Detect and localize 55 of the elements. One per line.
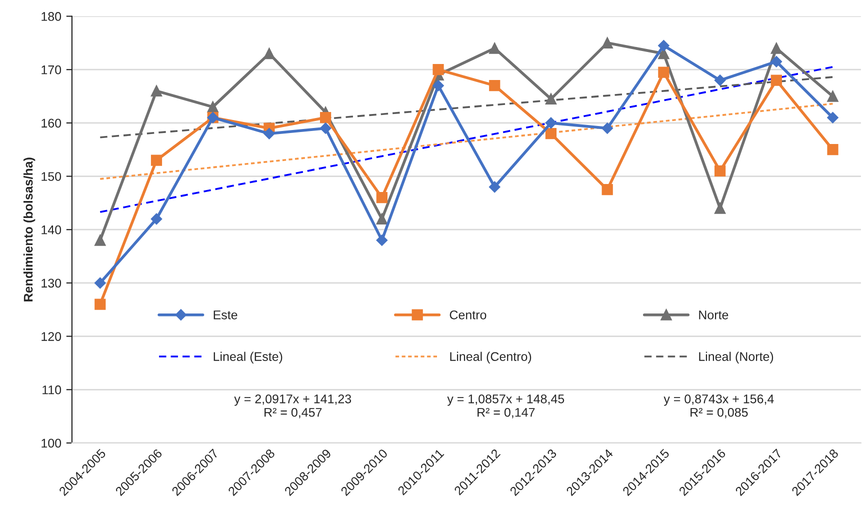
annotation: y = 0,8743x + 156,4 R² = 0,085 bbox=[664, 394, 774, 418]
point bbox=[827, 90, 838, 102]
point bbox=[376, 234, 388, 246]
legend-label: Norte bbox=[699, 310, 728, 320]
point bbox=[264, 128, 275, 140]
point bbox=[94, 277, 106, 289]
point bbox=[545, 128, 557, 140]
y-tick-label: 140 bbox=[42, 225, 62, 234]
point bbox=[714, 74, 726, 86]
y-tick-label: 170 bbox=[42, 65, 62, 74]
point bbox=[545, 117, 557, 129]
point bbox=[150, 85, 162, 96]
point bbox=[376, 192, 388, 204]
y-tick-label: 150 bbox=[42, 172, 62, 181]
legend-label: Este bbox=[214, 310, 238, 320]
legend-label: Lineal (Centro) bbox=[450, 352, 532, 364]
y-tick-label: 180 bbox=[42, 12, 62, 21]
annotation: y = 1,0857x + 148,45 R² = 0,147 bbox=[447, 394, 564, 418]
point bbox=[545, 93, 557, 104]
point bbox=[489, 80, 500, 92]
point bbox=[376, 213, 388, 225]
y-tick-label: 130 bbox=[42, 278, 62, 288]
point bbox=[827, 112, 838, 124]
point bbox=[94, 298, 106, 310]
point bbox=[320, 122, 332, 134]
point bbox=[602, 122, 613, 134]
legend-label: Centro bbox=[450, 310, 486, 320]
point bbox=[489, 42, 500, 54]
point bbox=[770, 56, 782, 68]
point bbox=[602, 184, 613, 196]
legend-label: Lineal (Norte) bbox=[699, 352, 774, 364]
point bbox=[489, 181, 500, 193]
y-tick-label: 120 bbox=[42, 332, 62, 341]
point bbox=[150, 213, 162, 225]
point bbox=[770, 74, 782, 86]
point bbox=[320, 112, 332, 124]
point bbox=[94, 234, 106, 246]
y-tick-label: 100 bbox=[42, 438, 62, 448]
point bbox=[658, 66, 670, 78]
point bbox=[432, 80, 444, 92]
point bbox=[264, 48, 275, 60]
point bbox=[827, 144, 838, 156]
point bbox=[432, 64, 444, 76]
point bbox=[658, 40, 670, 52]
point bbox=[714, 202, 726, 214]
annotation: y = 2,0917x + 141,23 R² = 0,457 bbox=[234, 394, 352, 418]
y-axis-title: Rendimiento (bolsas/ha) bbox=[23, 158, 36, 302]
point bbox=[207, 101, 218, 112]
y-tick-label: 160 bbox=[42, 118, 62, 128]
point bbox=[602, 37, 613, 48]
point bbox=[150, 154, 162, 166]
legend-label: Lineal (Este) bbox=[214, 352, 282, 364]
point bbox=[714, 165, 726, 176]
y-tick-label: 110 bbox=[42, 385, 62, 394]
point bbox=[770, 42, 782, 54]
